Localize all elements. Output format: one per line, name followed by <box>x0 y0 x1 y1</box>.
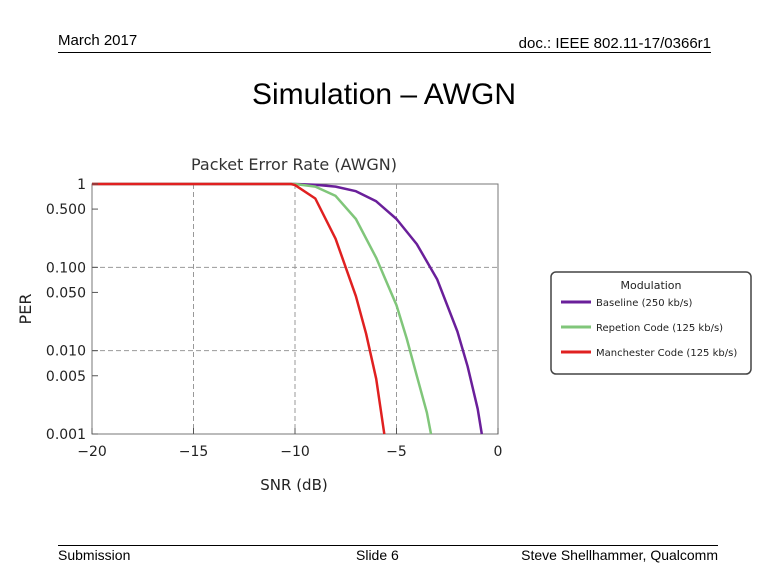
footer-left: Submission <box>58 547 131 563</box>
legend-item-label: Repetion Code (125 kb/s) <box>596 323 723 334</box>
footer-center: Slide 6 <box>356 547 399 563</box>
legend-item-label: Baseline (250 kb/s) <box>596 298 692 309</box>
y-tick-label: 0.500 <box>46 202 86 218</box>
x-tick-label: 0 <box>494 444 503 460</box>
y-axis-label: PER <box>16 294 35 325</box>
x-tick-label: −20 <box>77 444 107 460</box>
y-tick-label: 0.100 <box>46 260 86 276</box>
header-rule <box>58 52 711 53</box>
header-doc-id: doc.: IEEE 802.11-17/0366r1 <box>518 35 711 52</box>
legend-box <box>550 271 752 375</box>
y-tick-label: 0.010 <box>46 344 86 360</box>
y-tick-label: 0.050 <box>46 285 86 301</box>
series-line-3 <box>92 182 386 435</box>
x-tick-label: −10 <box>280 444 310 460</box>
y-tick-label: 0.005 <box>46 369 86 385</box>
legend-title: Modulation <box>620 279 681 292</box>
x-axis-label: SNR (dB) <box>260 476 327 494</box>
footer-right: Steve Shellhammer, Qualcomm <box>521 547 718 563</box>
header-date: March 2017 <box>58 32 138 49</box>
x-tick-label: −5 <box>386 444 407 460</box>
legend-item-label: Manchester Code (125 kb/s) <box>596 348 737 359</box>
slide-title: Simulation – AWGN <box>252 78 516 111</box>
legend: Modulation Baseline (250 kb/s) Repetion C… <box>550 271 752 375</box>
footer-rule <box>58 545 718 546</box>
y-tick-label: 1 <box>77 177 86 193</box>
x-tick-label: −15 <box>179 444 209 460</box>
y-tick-label: 0.001 <box>46 427 86 443</box>
chart-title: Packet Error Rate (AWGN) <box>191 155 397 174</box>
